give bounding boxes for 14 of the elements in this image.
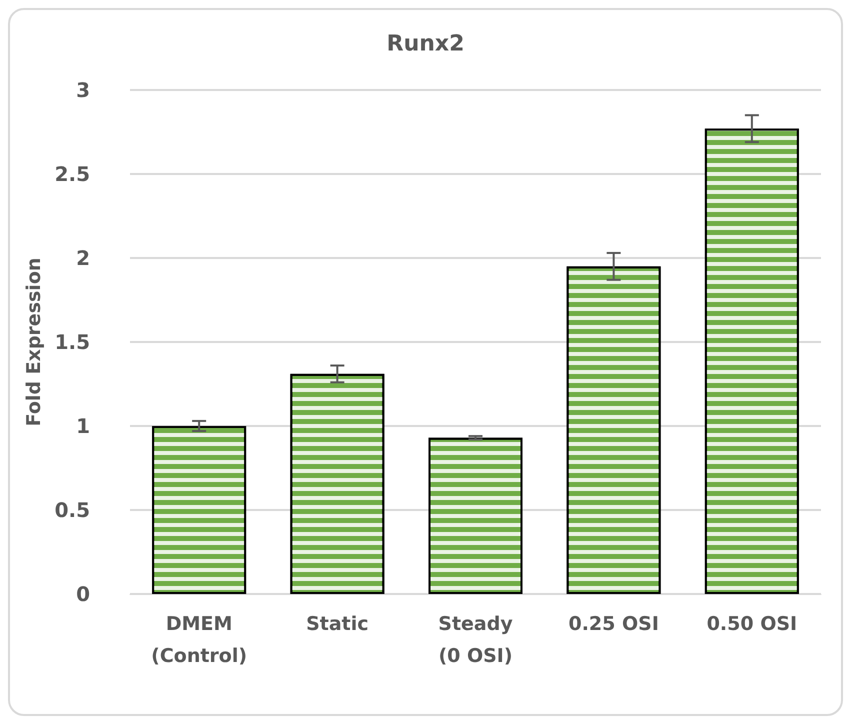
x-tick-label: 0.25 OSI bbox=[568, 613, 659, 635]
y-tick-label: 0 bbox=[76, 582, 90, 606]
x-tick-label: Static bbox=[306, 613, 369, 635]
y-tick-label: 1.5 bbox=[54, 330, 90, 354]
y-tick-label: 1 bbox=[76, 414, 90, 438]
y-axis-title: Fold Expression bbox=[23, 258, 46, 426]
y-tick-label: 3 bbox=[76, 78, 90, 102]
y-tick-label: 0.5 bbox=[54, 498, 90, 522]
chart-title: Runx2 bbox=[386, 32, 464, 56]
x-tick-label: 0.50 OSI bbox=[706, 613, 798, 635]
y-tick-label: 2 bbox=[76, 246, 90, 270]
x-tick-label: Steady (0 OSI) bbox=[438, 613, 514, 667]
x-tick-label: DMEM (Control) bbox=[151, 613, 248, 667]
y-tick-label: 2.5 bbox=[54, 162, 90, 186]
